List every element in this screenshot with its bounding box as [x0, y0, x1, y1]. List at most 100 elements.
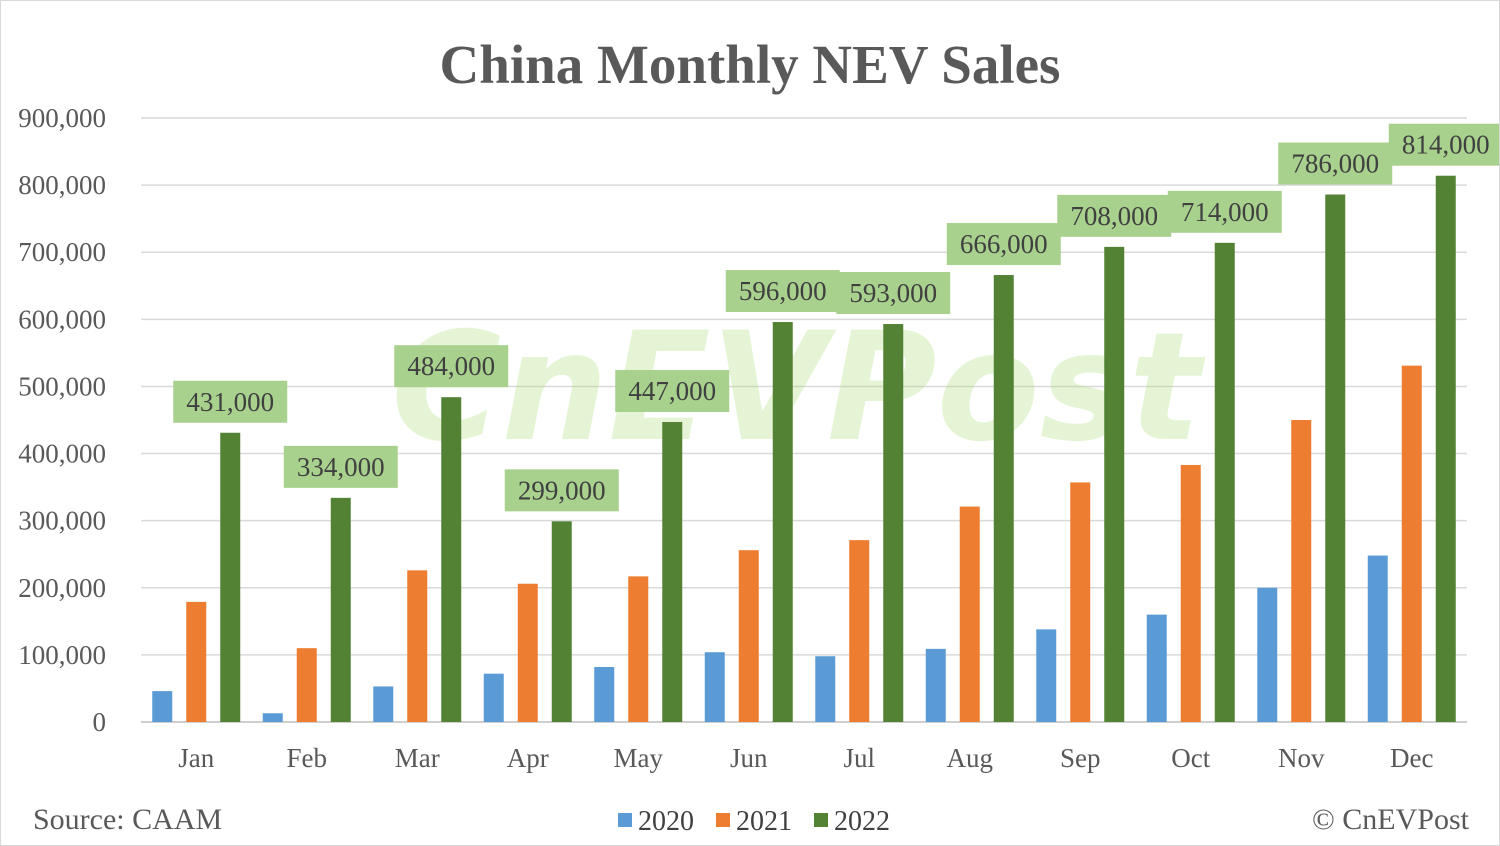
data-label-box — [1388, 123, 1499, 166]
bar-2020-nov — [1257, 587, 1278, 722]
x-tick-label: Mar — [395, 743, 440, 773]
legend-label: 2022 — [834, 806, 890, 837]
data-label-mar: 484,000 — [394, 345, 509, 388]
data-label-jul: 593,000 — [836, 272, 951, 315]
bar-2020-mar — [373, 686, 394, 722]
bar-2020-feb — [262, 713, 283, 722]
data-label-sep: 708,000 — [1057, 194, 1172, 237]
x-tick-label: Apr — [507, 743, 549, 773]
data-label-text: 593,000 — [849, 278, 937, 308]
x-tick-label: Oct — [1171, 743, 1210, 773]
x-tick-label: Jan — [178, 743, 214, 773]
data-label-box — [725, 270, 840, 313]
y-tick-label: 900,000 — [18, 103, 106, 133]
data-label-box — [1278, 142, 1393, 185]
data-label-box — [283, 445, 398, 488]
data-label-apr: 299,000 — [504, 469, 619, 512]
legend-item-2021: 2021 — [716, 806, 792, 837]
bar-2021-aug — [959, 506, 980, 722]
bar-2022-nov — [1325, 194, 1346, 723]
x-tick-label: Sep — [1060, 743, 1101, 773]
data-label-text: 299,000 — [518, 475, 606, 505]
bar-2021-jun — [738, 550, 759, 722]
data-label-box — [1167, 190, 1282, 233]
data-label-text: 708,000 — [1070, 201, 1158, 231]
x-tick-label: Nov — [1278, 743, 1325, 773]
data-label-jun: 596,000 — [725, 270, 840, 313]
bar-2020-jul — [815, 656, 836, 722]
bar-2020-aug — [925, 648, 946, 722]
bar-2022-apr — [551, 521, 572, 722]
bar-2021-jul — [849, 540, 870, 722]
bar-2021-mar — [407, 570, 428, 722]
x-tick-label: May — [614, 743, 664, 773]
bar-2022-mar — [441, 397, 462, 722]
chart-title: China Monthly NEV Sales — [440, 34, 1061, 95]
bar-2020-oct — [1146, 614, 1167, 722]
data-label-text: 431,000 — [186, 387, 274, 417]
data-label-box — [173, 380, 288, 423]
y-tick-label: 200,000 — [18, 573, 106, 603]
bar-2021-apr — [517, 583, 538, 722]
data-label-text: 596,000 — [739, 276, 827, 306]
y-tick-label: 400,000 — [18, 439, 106, 469]
data-label-box — [615, 370, 730, 413]
bar-2021-nov — [1291, 420, 1312, 722]
data-label-box — [1057, 194, 1172, 237]
data-label-may: 447,000 — [615, 370, 730, 413]
legend: 2020 2021 2022 — [618, 806, 890, 837]
data-label-box — [946, 223, 1061, 266]
bar-2020-jan — [152, 691, 173, 722]
y-tick-label: 0 — [93, 707, 107, 737]
y-tick-label: 600,000 — [18, 304, 106, 334]
bar-2022-jul — [883, 324, 904, 722]
data-label-text: 334,000 — [297, 452, 385, 482]
data-label-jan: 431,000 — [173, 380, 288, 423]
data-label-text: 786,000 — [1291, 149, 1379, 179]
bar-2020-apr — [483, 673, 504, 722]
y-tick-label: 300,000 — [18, 506, 106, 536]
data-label-nov: 786,000 — [1278, 142, 1393, 185]
bar-2021-feb — [296, 648, 317, 722]
data-label-aug: 666,000 — [946, 223, 1061, 266]
bar-2021-dec — [1401, 365, 1422, 722]
data-label-dec: 814,000 — [1388, 123, 1499, 166]
y-tick-label: 800,000 — [18, 170, 106, 200]
bar-2022-jun — [772, 322, 793, 722]
bar-2021-sep — [1070, 482, 1091, 722]
bar-2022-jan — [220, 432, 241, 722]
data-label-box — [836, 272, 951, 315]
bar-2022-sep — [1104, 246, 1125, 722]
bar-2021-jan — [186, 601, 207, 722]
data-label-feb: 334,000 — [283, 445, 398, 488]
bar-2021-oct — [1180, 464, 1201, 722]
data-label-box — [504, 469, 619, 512]
legend-label: 2021 — [736, 806, 792, 837]
bar-2020-jun — [704, 652, 725, 722]
legend-swatch — [814, 813, 828, 827]
bar-2022-dec — [1435, 175, 1456, 722]
y-axis: 0 100,000 200,000 300,000 400,000 500,000 600,… — [18, 103, 106, 737]
bar-2022-aug — [993, 275, 1014, 722]
x-tick-label: Aug — [947, 743, 994, 773]
bar-2021-may — [628, 576, 649, 722]
source-note: Source: CAAM — [33, 803, 222, 836]
bar-2022-feb — [330, 497, 351, 722]
x-tick-label: Jun — [730, 743, 768, 773]
bar-2022-may — [662, 422, 683, 722]
legend-item-2022: 2022 — [814, 806, 890, 837]
x-tick-label: Dec — [1390, 743, 1433, 773]
data-label-text: 814,000 — [1402, 130, 1490, 160]
bar-2022-oct — [1214, 242, 1235, 722]
x-tick-label: Jul — [843, 743, 875, 773]
data-label-text: 484,000 — [407, 351, 495, 381]
legend-swatch — [618, 813, 632, 827]
data-label-text: 666,000 — [960, 229, 1048, 259]
x-tick-label: Feb — [287, 743, 328, 773]
bar-2020-sep — [1036, 629, 1057, 722]
data-label-text: 447,000 — [628, 376, 716, 406]
data-label-oct: 714,000 — [1167, 190, 1282, 233]
data-label-text: 714,000 — [1181, 197, 1269, 227]
